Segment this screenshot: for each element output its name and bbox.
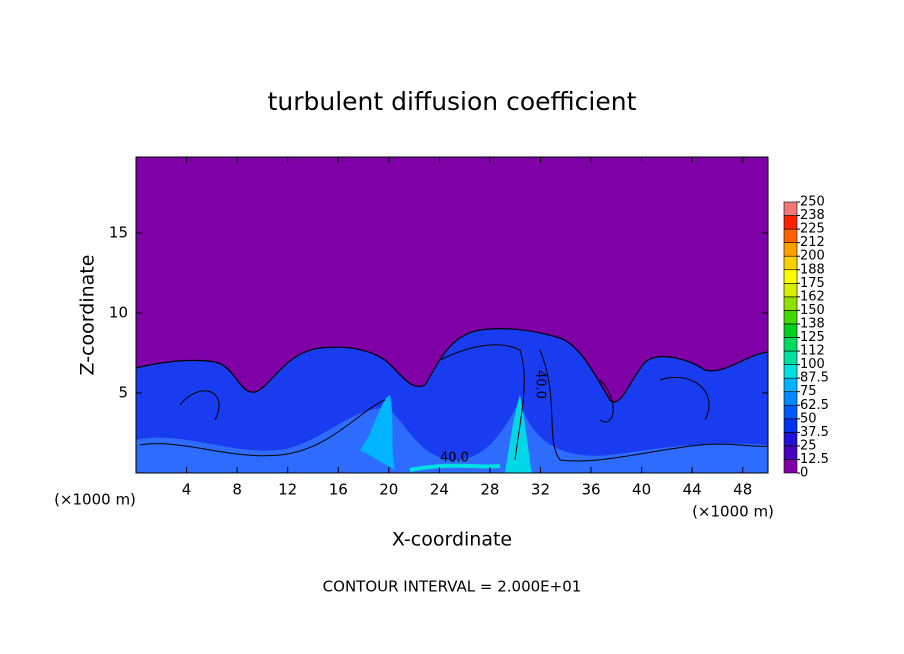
field-active xyxy=(136,328,768,473)
field: 40.0 40.0 xyxy=(135,157,769,473)
colorbar-label: 188 xyxy=(800,262,825,277)
colorbar-label: 125 xyxy=(800,330,825,345)
colorbar-label: 50 xyxy=(800,411,817,426)
x-tick-label: 12 xyxy=(278,481,297,499)
x-tick-label: 32 xyxy=(531,481,550,499)
colorbar-bin xyxy=(783,377,798,392)
y-tick-label: 15 xyxy=(109,224,128,242)
colorbar-bin xyxy=(783,296,798,311)
y-unit: (×1000 m) xyxy=(54,491,136,509)
x-unit: (×1000 m) xyxy=(692,503,774,521)
colorbar-label: 225 xyxy=(800,222,825,237)
colorbar-bin xyxy=(783,404,798,420)
contour-line xyxy=(135,328,769,403)
colorbar-bin xyxy=(783,337,798,352)
colorbar-label: 150 xyxy=(800,303,825,318)
colorbar-label: 87.5 xyxy=(800,371,829,386)
field-core xyxy=(360,395,395,470)
colorbar-bin xyxy=(783,242,798,257)
x-axis-label: X-coordinate xyxy=(392,529,512,551)
plot-frame xyxy=(135,156,769,474)
contour-label: 40.0 xyxy=(533,370,548,399)
footer: CONTOUR INTERVAL = 2.000E+01 xyxy=(323,578,582,596)
colorbar-label: 138 xyxy=(800,316,825,331)
colorbar-bin xyxy=(783,432,798,447)
x-tick-label: 36 xyxy=(581,481,600,499)
colorbar-label: 250 xyxy=(800,195,825,210)
colorbar-bin xyxy=(783,459,798,474)
colorbar-label: 100 xyxy=(800,357,825,372)
colorbar-label: 0 xyxy=(800,466,808,481)
colorbar-label: 112 xyxy=(800,344,825,359)
colorbar-label: 37.5 xyxy=(800,425,829,440)
colorbar-bin xyxy=(783,445,798,460)
colorbar-label: 12.5 xyxy=(800,452,829,467)
x-tick-label: 24 xyxy=(430,481,449,499)
colorbar-label: 162 xyxy=(800,289,825,304)
colorbar-bin xyxy=(783,350,798,365)
x-tick-label: 44 xyxy=(683,481,702,499)
field-core xyxy=(409,463,501,472)
y-tick-label: 5 xyxy=(118,384,128,402)
colorbar-bin xyxy=(783,323,798,338)
colorbar-label: 238 xyxy=(800,208,825,223)
colorbar-bin xyxy=(783,364,798,379)
colorbar-bin xyxy=(783,201,798,216)
colorbar-bin xyxy=(783,418,798,433)
colorbar-label: 212 xyxy=(800,235,825,250)
y-axis-label: Z-coordinate xyxy=(77,255,99,376)
contour-label: 40.0 xyxy=(440,451,469,466)
colorbar-bin xyxy=(783,255,798,271)
colorbar-bin xyxy=(783,282,798,298)
colorbar-bin xyxy=(783,215,798,230)
field-lower xyxy=(136,400,768,473)
chart-title: turbulent diffusion coefficient xyxy=(268,87,637,116)
colorbar-bin xyxy=(783,228,798,243)
colorbar-label: 25 xyxy=(800,438,817,453)
x-tick-label: 8 xyxy=(232,481,242,499)
colorbar-bin xyxy=(783,310,798,325)
x-tick-label: 4 xyxy=(182,481,192,499)
colorbar-bin xyxy=(783,391,798,406)
y-tick-label: 10 xyxy=(109,304,128,322)
contour-line xyxy=(139,344,769,462)
colorbar-label: 62.5 xyxy=(800,398,829,413)
colorbar-label: 175 xyxy=(800,276,825,291)
x-tick-label: 48 xyxy=(733,481,752,499)
colorbar-label: 75 xyxy=(800,384,817,399)
x-tick-label: 28 xyxy=(480,481,499,499)
colorbar-bin xyxy=(783,269,798,284)
colorbar-label: 200 xyxy=(800,249,825,264)
x-tick-label: 20 xyxy=(379,481,398,499)
x-tick-label: 16 xyxy=(329,481,348,499)
x-tick-label: 40 xyxy=(632,481,651,499)
